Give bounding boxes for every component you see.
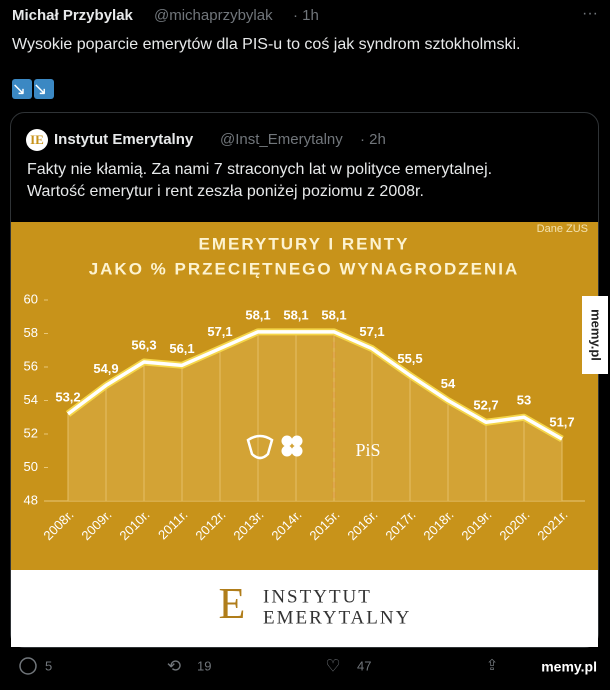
value-label: 55,5	[397, 351, 422, 366]
retweet-icon[interactable]: ⟲	[167, 656, 181, 675]
value-label: 51,7	[549, 414, 574, 429]
emoji-bg	[34, 79, 54, 99]
logo-shape	[281, 435, 293, 447]
retweet-count: 19	[197, 658, 211, 673]
value-label: 52,7	[473, 398, 498, 413]
logo-shape	[291, 445, 303, 457]
reply-count: 5	[45, 658, 52, 673]
value-label: 56,1	[169, 341, 194, 356]
watermark: memy.pl	[589, 309, 604, 361]
watermark-bg	[582, 296, 608, 374]
value-label: 58,1	[283, 307, 308, 322]
like-icon[interactable]: ♡	[325, 656, 340, 675]
value-label: 53	[517, 393, 531, 408]
value-label: 56,3	[131, 337, 156, 352]
chart-source: Dane ZUS	[537, 223, 588, 235]
share-icon[interactable]: ⇪	[486, 657, 499, 674]
handle[interactable]: @michaprzybylak	[154, 7, 273, 24]
party-logo: PiS	[355, 440, 380, 460]
area	[68, 331, 562, 501]
value-label: 58,1	[245, 307, 270, 322]
value-label: 53,2	[55, 389, 80, 404]
time: · 1h	[293, 7, 319, 24]
quoted-text: Wartość emerytur i rent zeszła poniżej p…	[27, 183, 424, 200]
emoji: ↘↘	[12, 79, 55, 98]
quoted-time: · 2h	[360, 131, 386, 148]
value-label: 54	[441, 376, 456, 391]
quoted-text: Fakty nie kłamią. Za nami 7 straconych l…	[27, 161, 492, 178]
y-tick-label: 58	[24, 325, 38, 340]
tweet-text: Wysokie poparcie emerytów dla PIS-u to c…	[12, 36, 520, 53]
logo-bg	[11, 570, 598, 647]
y-tick-label: 54	[24, 392, 38, 407]
avatar	[26, 129, 48, 151]
emoji-bg	[12, 79, 32, 99]
logo-mark: E	[219, 579, 246, 628]
value-label: 57,1	[207, 324, 232, 339]
y-tick-label: 52	[24, 425, 38, 440]
chart-title: JAKO % PRZECIĘTNEGO WYNAGRODZENIA	[89, 259, 520, 278]
value-label: 58,1	[321, 307, 346, 322]
y-tick-label: 60	[24, 291, 38, 306]
logo-text: Instytut	[263, 586, 372, 607]
avatar-mark: IE	[30, 132, 44, 147]
y-tick-label: 50	[24, 459, 38, 474]
chart-title: EMERYTURY I RENTY	[199, 234, 410, 253]
y-tick-label: 56	[24, 358, 38, 373]
quoted-author[interactable]: Instytut Emerytalny	[54, 131, 194, 148]
value-label: 57,1	[359, 324, 384, 339]
like-count: 47	[357, 658, 371, 673]
watermark: memy.pl	[541, 659, 597, 675]
value-label: 54,9	[93, 361, 118, 376]
more[interactable]: ···	[582, 5, 598, 22]
author[interactable]: Michał Przybylak	[12, 7, 134, 24]
logo-text: Emerytalny	[263, 607, 411, 628]
line	[66, 330, 563, 441]
quote-card[interactable]	[10, 112, 599, 648]
reply-icon[interactable]	[19, 657, 37, 675]
logo-shape	[291, 435, 303, 447]
y-tick-label: 48	[24, 492, 38, 507]
quoted-handle[interactable]: @Inst_Emerytalny	[220, 131, 343, 148]
logo-shape	[246, 434, 274, 460]
logo-shape	[281, 445, 293, 457]
